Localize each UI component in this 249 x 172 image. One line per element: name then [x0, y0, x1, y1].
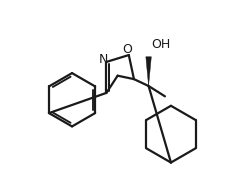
Polygon shape	[146, 57, 151, 86]
Text: O: O	[122, 42, 132, 56]
Text: N: N	[99, 53, 108, 66]
Text: OH: OH	[151, 38, 170, 51]
